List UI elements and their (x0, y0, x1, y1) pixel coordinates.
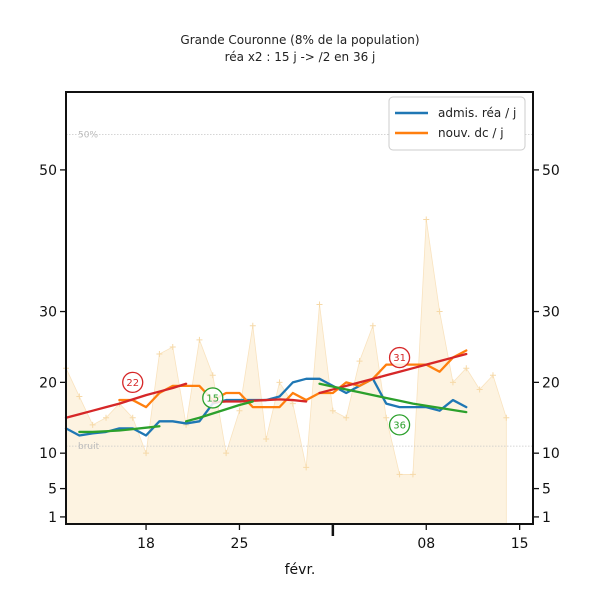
background-marker (396, 471, 403, 478)
annotation-badge (388, 414, 411, 436)
legend: admis. réa / j nouv. dc / j (388, 96, 526, 151)
y-tick-label-left: 50 (39, 163, 57, 179)
background-marker (463, 365, 470, 372)
background-marker (316, 301, 323, 308)
y-tick-label-right: 1 (542, 510, 551, 526)
background-marker (329, 407, 336, 414)
background-marker (383, 414, 390, 421)
legend-label-nouv-dc: nouv. dc / j (438, 126, 504, 140)
legend-box (388, 96, 526, 151)
y-tick-label-right: 10 (542, 446, 560, 462)
background-marker (89, 421, 96, 428)
y-tick-label-left: 30 (39, 305, 57, 321)
y-tick-label-left: 10 (39, 446, 57, 462)
y-tick-label-left: 5 (48, 482, 57, 498)
series-line (318, 382, 468, 414)
series-line (78, 425, 161, 434)
background-marker (169, 343, 176, 350)
background-marker (423, 216, 430, 223)
background-marker (103, 414, 110, 421)
background-marker (223, 450, 230, 457)
reference-label: bruit (78, 442, 100, 452)
series-line (318, 352, 468, 395)
background-marker (249, 322, 256, 329)
background-marker (409, 471, 416, 478)
chart-title: Grande Couronne (8% de la population) (180, 33, 419, 47)
x-tick-label: 08 (417, 536, 435, 552)
series-line (184, 400, 254, 423)
annotation-label: 22 (126, 378, 139, 389)
background-marker (263, 436, 270, 443)
chart-subtitle: réa x2 : 15 j -> /2 en 36 j (225, 50, 376, 64)
x-tick-label: 25 (231, 536, 249, 552)
background-marker (436, 308, 443, 315)
y-tick-label-left: 20 (39, 375, 57, 391)
background-marker (503, 414, 510, 421)
background-marker (343, 414, 350, 421)
series-line (211, 398, 308, 404)
background-marker (303, 464, 310, 471)
background-marker (196, 336, 203, 343)
y-tick-label-left: 1 (48, 510, 57, 526)
annotation-badge (122, 371, 144, 394)
background-marker (156, 351, 163, 358)
background-marker (489, 372, 496, 379)
background-marker (129, 414, 136, 421)
background-marker (476, 386, 483, 393)
reference-label: 50% (78, 130, 98, 140)
background-marker (209, 372, 216, 379)
annotation-badge (388, 346, 411, 369)
background-marker (289, 400, 296, 407)
x-tick-label: 15 (511, 536, 529, 552)
y-tick-label-right: 30 (542, 305, 560, 321)
background-marker (76, 393, 83, 400)
annotation-badge (202, 387, 224, 409)
background-marker (236, 407, 243, 414)
plot-frame (65, 91, 534, 525)
background-marker (276, 379, 283, 386)
annotation-label: 15 (206, 393, 219, 404)
background-marker (143, 450, 150, 457)
background-marker (356, 358, 363, 365)
legend-label-admis-rea: admis. réa / j (438, 106, 516, 120)
y-tick-label-right: 20 (542, 375, 560, 391)
y-tick-label-right: 50 (542, 163, 560, 179)
y-tick-label-right: 5 (542, 482, 551, 498)
background-marker (369, 322, 376, 329)
annotation-label: 36 (393, 420, 406, 431)
series-line (64, 382, 188, 419)
x-tick-label: 18 (137, 536, 155, 552)
x-axis-label: févr. (285, 562, 316, 578)
annotation-label: 31 (393, 353, 406, 364)
background-marker (449, 379, 456, 386)
